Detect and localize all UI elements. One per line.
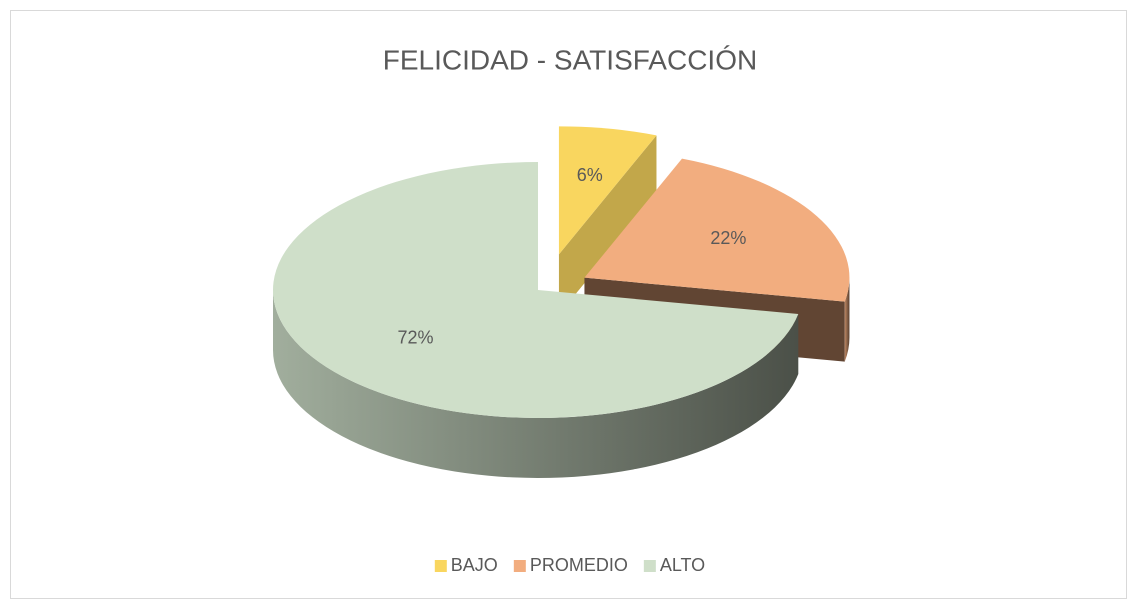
chart-title: FELICIDAD - SATISFACCIÓN — [383, 44, 757, 75]
legend-label: ALTO — [660, 555, 705, 575]
pie-slice — [584, 158, 850, 302]
data-label: 6% — [577, 165, 603, 185]
legend-label: BAJO — [451, 555, 498, 575]
slice — [558, 126, 657, 315]
slice — [272, 162, 799, 478]
data-label: 22% — [710, 228, 746, 248]
slice-rim — [844, 277, 850, 362]
slice-rim — [273, 290, 799, 478]
legend-label: PROMEDIO — [530, 555, 628, 575]
pie-slice — [558, 126, 657, 255]
pie-slice — [272, 162, 799, 418]
legend-swatch — [434, 560, 447, 572]
legend-swatch — [513, 560, 526, 572]
slice-wall — [558, 135, 657, 315]
data-label: 72% — [397, 328, 433, 348]
legend-swatch — [643, 560, 656, 572]
